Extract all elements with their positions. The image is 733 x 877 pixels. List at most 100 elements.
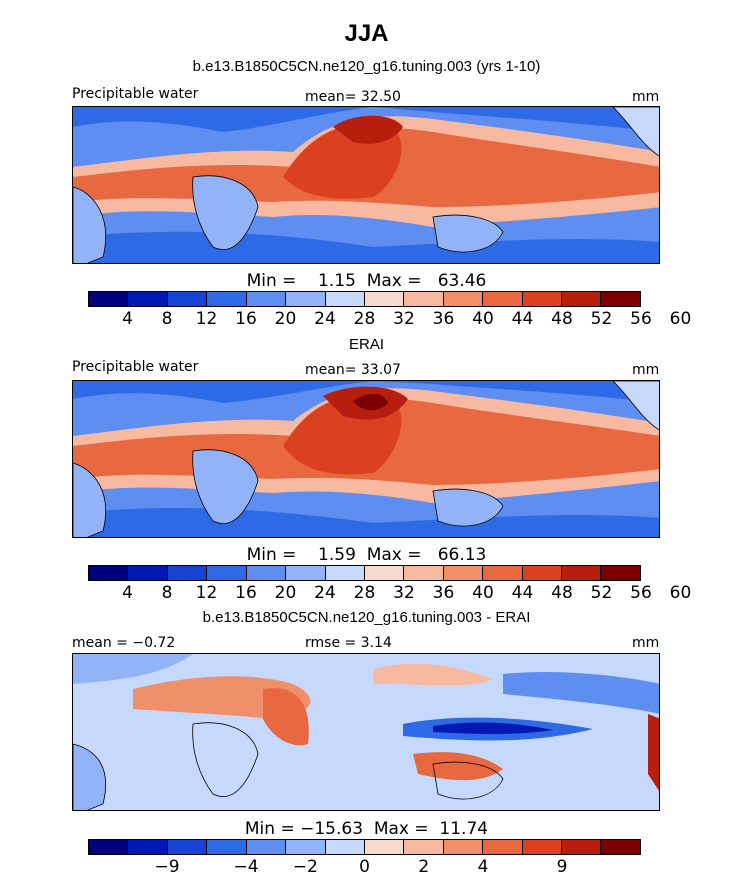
- panel1-colorbar: [88, 291, 641, 307]
- colorbar-box: [286, 840, 326, 854]
- colorbar-tick-label: 52: [590, 309, 613, 329]
- colorbar-tick-label: 4: [122, 583, 133, 603]
- panel1-mean-label: mean= 32.50: [305, 89, 401, 105]
- panel2-map: [72, 380, 660, 538]
- colorbar-box: [207, 292, 247, 306]
- colorbar-box: [128, 840, 168, 854]
- colorbar-box: [286, 566, 326, 580]
- colorbar-box: [483, 840, 523, 854]
- colorbar-tick-label: 52: [590, 583, 613, 603]
- colorbar-tick-label: 16: [235, 309, 257, 329]
- colorbar-tick-label: 48: [551, 309, 573, 329]
- colorbar-box: [562, 566, 602, 580]
- colorbar-tick-label: 44: [511, 583, 534, 603]
- colorbar-box: [443, 292, 484, 306]
- panel3-colorbar: [88, 839, 641, 855]
- panel3-mean-label: mean = −0.72: [72, 635, 176, 651]
- colorbar-tick-label: 12: [195, 583, 218, 603]
- colorbar-tick-label: −9: [154, 857, 180, 877]
- colorbar-box: [89, 292, 129, 306]
- panel2-mean-label: mean= 33.07: [305, 362, 401, 378]
- colorbar-box: [404, 566, 444, 580]
- colorbar-tick-label: 20: [274, 309, 297, 329]
- colorbar-box: [364, 840, 405, 854]
- colorbar-box: [246, 840, 287, 854]
- panel2-title: ERAI: [348, 336, 384, 353]
- colorbar-box: [562, 292, 602, 306]
- colorbar-box: [128, 566, 168, 580]
- colorbar-tick-label: 28: [353, 583, 376, 603]
- colorbar-box: [522, 292, 563, 306]
- figure-title: JJA: [344, 20, 389, 47]
- colorbar-box: [522, 840, 563, 854]
- colorbar-box: [325, 292, 365, 306]
- colorbar-box: [167, 292, 208, 306]
- colorbar-box: [286, 292, 326, 306]
- colorbar-box: [246, 566, 287, 580]
- colorbar-box: [167, 566, 208, 580]
- colorbar-box: [325, 566, 365, 580]
- colorbar-tick-label: 24: [314, 583, 336, 603]
- panel1-title: b.e13.B1850C5CN.ne120_g16.tuning.003 (yr…: [192, 58, 541, 75]
- colorbar-box: [522, 566, 563, 580]
- colorbar-box: [562, 840, 602, 854]
- colorbar-tick-label: 60: [669, 583, 692, 603]
- colorbar-box: [89, 840, 129, 854]
- colorbar-box: [404, 292, 444, 306]
- colorbar-tick-label: 56: [630, 309, 652, 329]
- panel2-colorbar: [88, 565, 641, 581]
- colorbar-tick-label: 32: [393, 309, 415, 329]
- panel1-colorbar-ticks: 4 8 12 16 20 24 28 32 36 40 44 48 52 56 60: [88, 309, 691, 329]
- colorbar-tick-label: 0: [359, 857, 370, 877]
- colorbar-box: [483, 566, 523, 580]
- panel2-units-label: mm: [632, 362, 660, 378]
- colorbar-tick-label: 40: [472, 309, 494, 329]
- colorbar-box: [404, 840, 444, 854]
- panel1-units-label: mm: [632, 89, 660, 105]
- colorbar-tick-label: 40: [472, 583, 494, 603]
- colorbar-box: [89, 566, 129, 580]
- colorbar-box: [364, 292, 405, 306]
- panel3-stats: Min = −15.63 Max = 11.74: [244, 819, 489, 839]
- panel3-colorbar-ticks: −9 −4 −2 0 2 4 9: [88, 857, 641, 877]
- colorbar-tick-label: 36: [432, 309, 455, 329]
- colorbar-box: [207, 566, 247, 580]
- colorbar-tick-label: 8: [161, 309, 173, 329]
- colorbar-tick-label: −4: [233, 857, 259, 877]
- panel1-variable-label: Precipitable water: [72, 86, 199, 102]
- panel3-map: [72, 653, 660, 811]
- colorbar-box: [483, 292, 523, 306]
- colorbar-tick-label: 44: [511, 309, 534, 329]
- colorbar-box: [443, 840, 484, 854]
- colorbar-tick-label: 4: [477, 857, 489, 877]
- colorbar-box: [601, 840, 640, 854]
- colorbar-tick-label: 12: [195, 309, 218, 329]
- colorbar-tick-label: 16: [235, 583, 257, 603]
- panel3-units-label: mm: [632, 635, 660, 651]
- colorbar-box: [167, 840, 208, 854]
- colorbar-tick-label: 2: [418, 857, 430, 877]
- colorbar-box: [325, 840, 365, 854]
- colorbar-tick-label: 20: [274, 583, 297, 603]
- colorbar-tick-label: 4: [122, 309, 133, 329]
- colorbar-tick-label: 28: [353, 309, 376, 329]
- colorbar-box: [128, 292, 168, 306]
- colorbar-tick-label: 60: [669, 309, 692, 329]
- colorbar-tick-label: 32: [393, 583, 415, 603]
- panel3-rmse-label: rmse = 3.14: [305, 635, 392, 651]
- colorbar-tick-label: −2: [292, 857, 318, 877]
- panel1-map: [72, 106, 660, 264]
- panel2-colorbar-ticks: 4 8 12 16 20 24 28 32 36 40 44 48 52 56 60: [88, 583, 691, 603]
- colorbar-box: [207, 840, 247, 854]
- panel2-variable-label: Precipitable water: [72, 359, 199, 375]
- colorbar-tick-label: 48: [551, 583, 573, 603]
- colorbar-box: [364, 566, 405, 580]
- panel1-stats: Min = 1.15 Max = 63.46: [246, 271, 487, 291]
- colorbar-box: [443, 566, 484, 580]
- colorbar-box: [601, 292, 640, 306]
- colorbar-box: [246, 292, 287, 306]
- colorbar-tick-label: 56: [630, 583, 652, 603]
- panel3-title: b.e13.B1850C5CN.ne120_g16.tuning.003 - E…: [202, 609, 531, 626]
- colorbar-tick-label: 8: [161, 583, 173, 603]
- colorbar-tick-label: 9: [556, 857, 568, 877]
